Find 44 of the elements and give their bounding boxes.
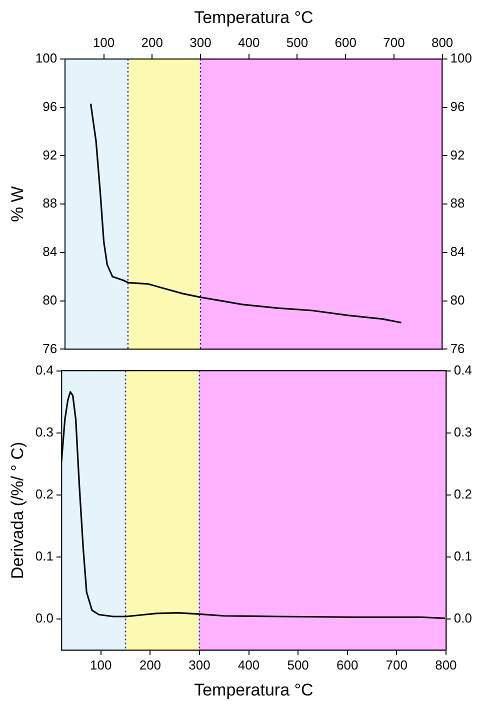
y-tick-label: 0.3 (35, 424, 54, 440)
x-tick-label: 700 (383, 34, 405, 50)
y2-tick-label: 0.4 (454, 362, 472, 378)
y2-tick-label: 0.3 (454, 424, 472, 440)
x-tick-label: 800 (431, 34, 454, 50)
x-tick-label: 100 (90, 657, 112, 672)
y2-tick-label: 84 (450, 244, 465, 260)
x-tick-label: 600 (334, 34, 356, 50)
x-tick-label: 800 (435, 657, 457, 672)
x-axis-title: Temperatura °C (194, 8, 314, 27)
x-tick-label: 500 (286, 34, 308, 50)
y-axis-title: Derivada (/%/ ° C) (8, 442, 27, 579)
y-tick-label: 84 (42, 244, 58, 260)
y-tick-label: 92 (42, 147, 58, 162)
x-tick-label: 100 (92, 34, 115, 50)
y2-tick-label: 76 (450, 340, 465, 356)
y-tick-label: 76 (42, 340, 58, 356)
x-tick-label: 600 (336, 657, 358, 672)
x-tick-label: 300 (188, 657, 210, 672)
y2-tick-label: 80 (450, 292, 465, 308)
y-tick-label: 80 (42, 292, 58, 308)
y2-tick-label: 92 (450, 147, 465, 162)
x-tick-label: 200 (139, 657, 162, 672)
y-tick-label: 88 (42, 196, 58, 211)
x-tick-label: 700 (386, 657, 408, 672)
y2-tick-label: 0.2 (454, 486, 472, 502)
x-tick-label: 300 (190, 34, 212, 50)
y-tick-label: 0.2 (35, 486, 54, 502)
y2-tick-label: 0.1 (454, 548, 472, 564)
y2-tick-label: 100 (450, 50, 472, 66)
x-axis-title: Temperatura °C (194, 680, 314, 700)
y-tick-label: 0.0 (35, 610, 54, 626)
x-tick-label: 500 (287, 657, 309, 672)
y2-tick-label: 0.0 (454, 610, 472, 626)
x-tick-label: 400 (238, 34, 260, 50)
y2-tick-label: 96 (450, 98, 465, 114)
y2-tick-label: 88 (450, 196, 465, 211)
x-tick-label: 200 (141, 34, 163, 50)
y-tick-label: 0.4 (35, 362, 54, 378)
y-axis-title: % W (8, 186, 27, 222)
y-tick-label: 100 (35, 50, 58, 66)
y-tick-label: 0.1 (35, 548, 54, 564)
y-tick-label: 96 (42, 98, 58, 114)
x-tick-label: 400 (238, 657, 260, 672)
